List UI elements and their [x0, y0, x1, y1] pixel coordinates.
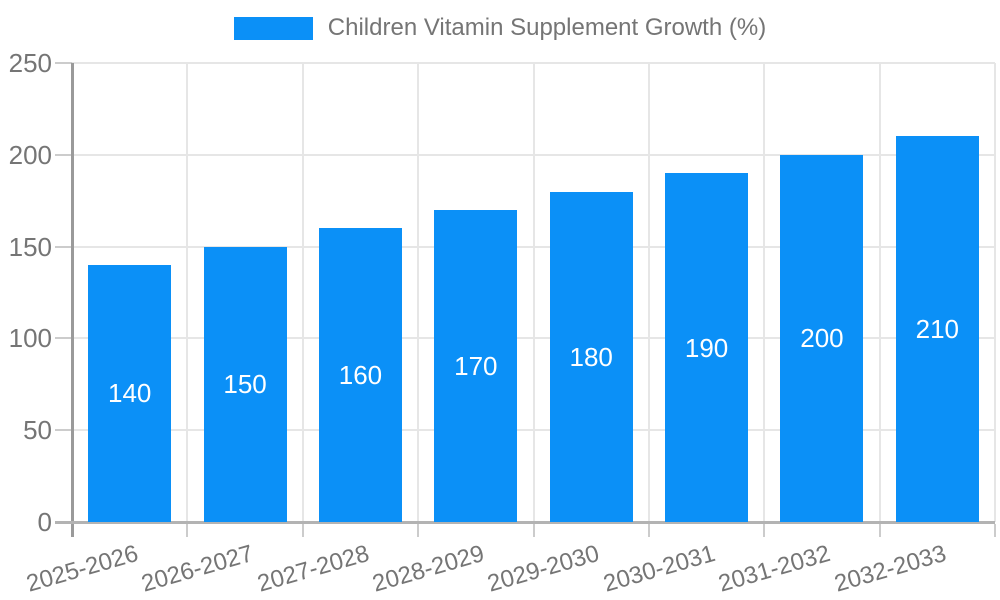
- x-axis-label: 2026-2027: [138, 540, 257, 598]
- y-axis-tick: [55, 153, 72, 156]
- v-gridline: [301, 63, 304, 522]
- v-gridline: [763, 63, 766, 522]
- x-axis-tick: [994, 524, 996, 537]
- x-axis-tick: [763, 524, 766, 537]
- x-axis-tick: [186, 524, 189, 537]
- legend-swatch: [233, 16, 313, 40]
- y-axis-label: 50: [23, 415, 52, 446]
- x-axis-label: 2029-2030: [484, 540, 603, 598]
- y-axis-tick: [55, 62, 72, 64]
- y-axis-label: 0: [37, 507, 52, 537]
- x-axis-tick: [647, 524, 650, 537]
- bar: [895, 136, 979, 522]
- bar: [549, 191, 633, 522]
- bar-value-label: 150: [223, 369, 267, 400]
- y-axis-tick: [55, 245, 72, 248]
- y-axis-label: 200: [8, 139, 52, 170]
- x-axis-label: 2027-2028: [254, 540, 372, 598]
- y-axis-label: 100: [8, 323, 52, 354]
- x-axis-label: 2028-2029: [369, 540, 488, 598]
- v-gridline: [647, 63, 650, 522]
- y-axis-tick: [55, 429, 72, 432]
- y-axis-line: [70, 63, 74, 537]
- bar: [665, 173, 749, 522]
- v-gridline: [994, 63, 996, 522]
- bar-value-label: 210: [915, 314, 959, 345]
- bar-value-label: 200: [800, 323, 844, 354]
- bar-value-label: 140: [107, 378, 152, 409]
- bar: [780, 154, 864, 522]
- x-axis-label: 2031-2032: [715, 540, 834, 598]
- bar: [203, 246, 287, 522]
- x-axis-label: 2030-2031: [600, 540, 719, 598]
- v-gridline: [878, 63, 881, 522]
- legend-label: Children Vitamin Supplement Growth (%): [327, 14, 767, 41]
- h-gridline: [72, 62, 995, 64]
- chart-legend: Children Vitamin Supplement Growth (%): [0, 14, 1000, 42]
- bar-value-label: 190: [684, 332, 729, 363]
- x-axis-tick: [417, 524, 420, 537]
- bar: [434, 209, 518, 522]
- x-axis-tick: [532, 524, 535, 537]
- x-axis-tick: [878, 524, 881, 537]
- bar: [88, 264, 172, 522]
- y-axis-label: 150: [8, 231, 52, 262]
- y-axis-tick: [55, 337, 72, 340]
- x-axis-line: [55, 521, 995, 524]
- x-axis-tick: [301, 524, 304, 537]
- x-axis-label: 2032-2033: [830, 540, 949, 598]
- v-gridline: [186, 63, 189, 522]
- y-axis-label: 250: [8, 48, 52, 78]
- v-gridline: [532, 63, 535, 522]
- bar-value-label: 160: [338, 360, 383, 391]
- bar-value-label: 170: [454, 350, 498, 381]
- x-axis-label: 2025-2026: [23, 540, 142, 598]
- bar: [318, 228, 402, 522]
- bar-value-label: 180: [569, 341, 613, 372]
- v-gridline: [417, 63, 420, 522]
